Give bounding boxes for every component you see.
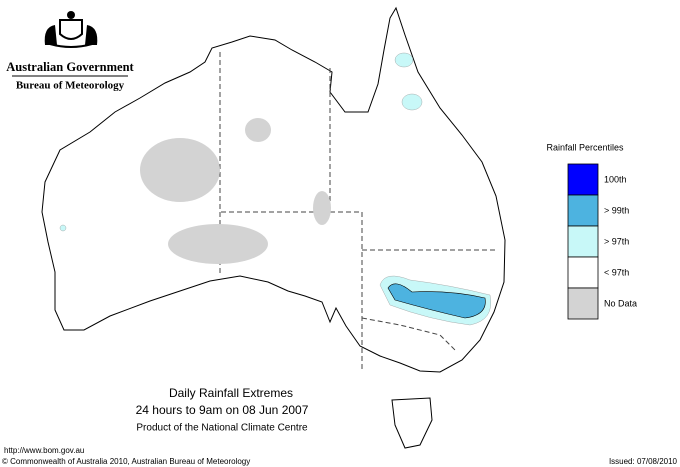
map — [41, 6, 506, 449]
legend-title: Rainfall Percentiles — [546, 142, 624, 152]
state-border — [330, 211, 363, 370]
legend-swatch — [567, 163, 599, 196]
caption-credit: Product of the National Climate Centre — [136, 423, 308, 434]
legend-swatch — [567, 225, 599, 258]
legend: 100th > 99th > 97th < 97th No Data — [567, 163, 637, 320]
tasmania — [391, 397, 433, 449]
legend-label: No Data — [604, 298, 637, 308]
rainfall-area — [59, 52, 491, 326]
legend-label: 100th — [604, 174, 627, 184]
legend-label: < 97th — [604, 267, 629, 277]
footer-issued: Issued: 07/08/2010 — [609, 457, 678, 466]
legend-label: > 99th — [604, 205, 629, 215]
legend-swatch — [567, 287, 599, 320]
coat-of-arms — [44, 11, 98, 48]
state-border — [361, 317, 456, 351]
no-data-area — [140, 118, 331, 264]
bureau-name: Bureau of Meteorology — [16, 80, 125, 92]
footer-url[interactable]: http://www.bom.gov.au — [4, 446, 84, 455]
legend-swatch — [567, 194, 599, 227]
legend-swatch — [567, 256, 599, 289]
caption-subtitle: 24 hours to 9am on 08 Jun 2007 — [136, 403, 309, 417]
government-name: Australian Government — [6, 60, 134, 74]
caption-title: Daily Rainfall Extremes — [169, 386, 293, 400]
legend-label: > 97th — [604, 236, 629, 246]
footer-copyright: © Commonwealth of Australia 2010, Austra… — [2, 457, 250, 466]
